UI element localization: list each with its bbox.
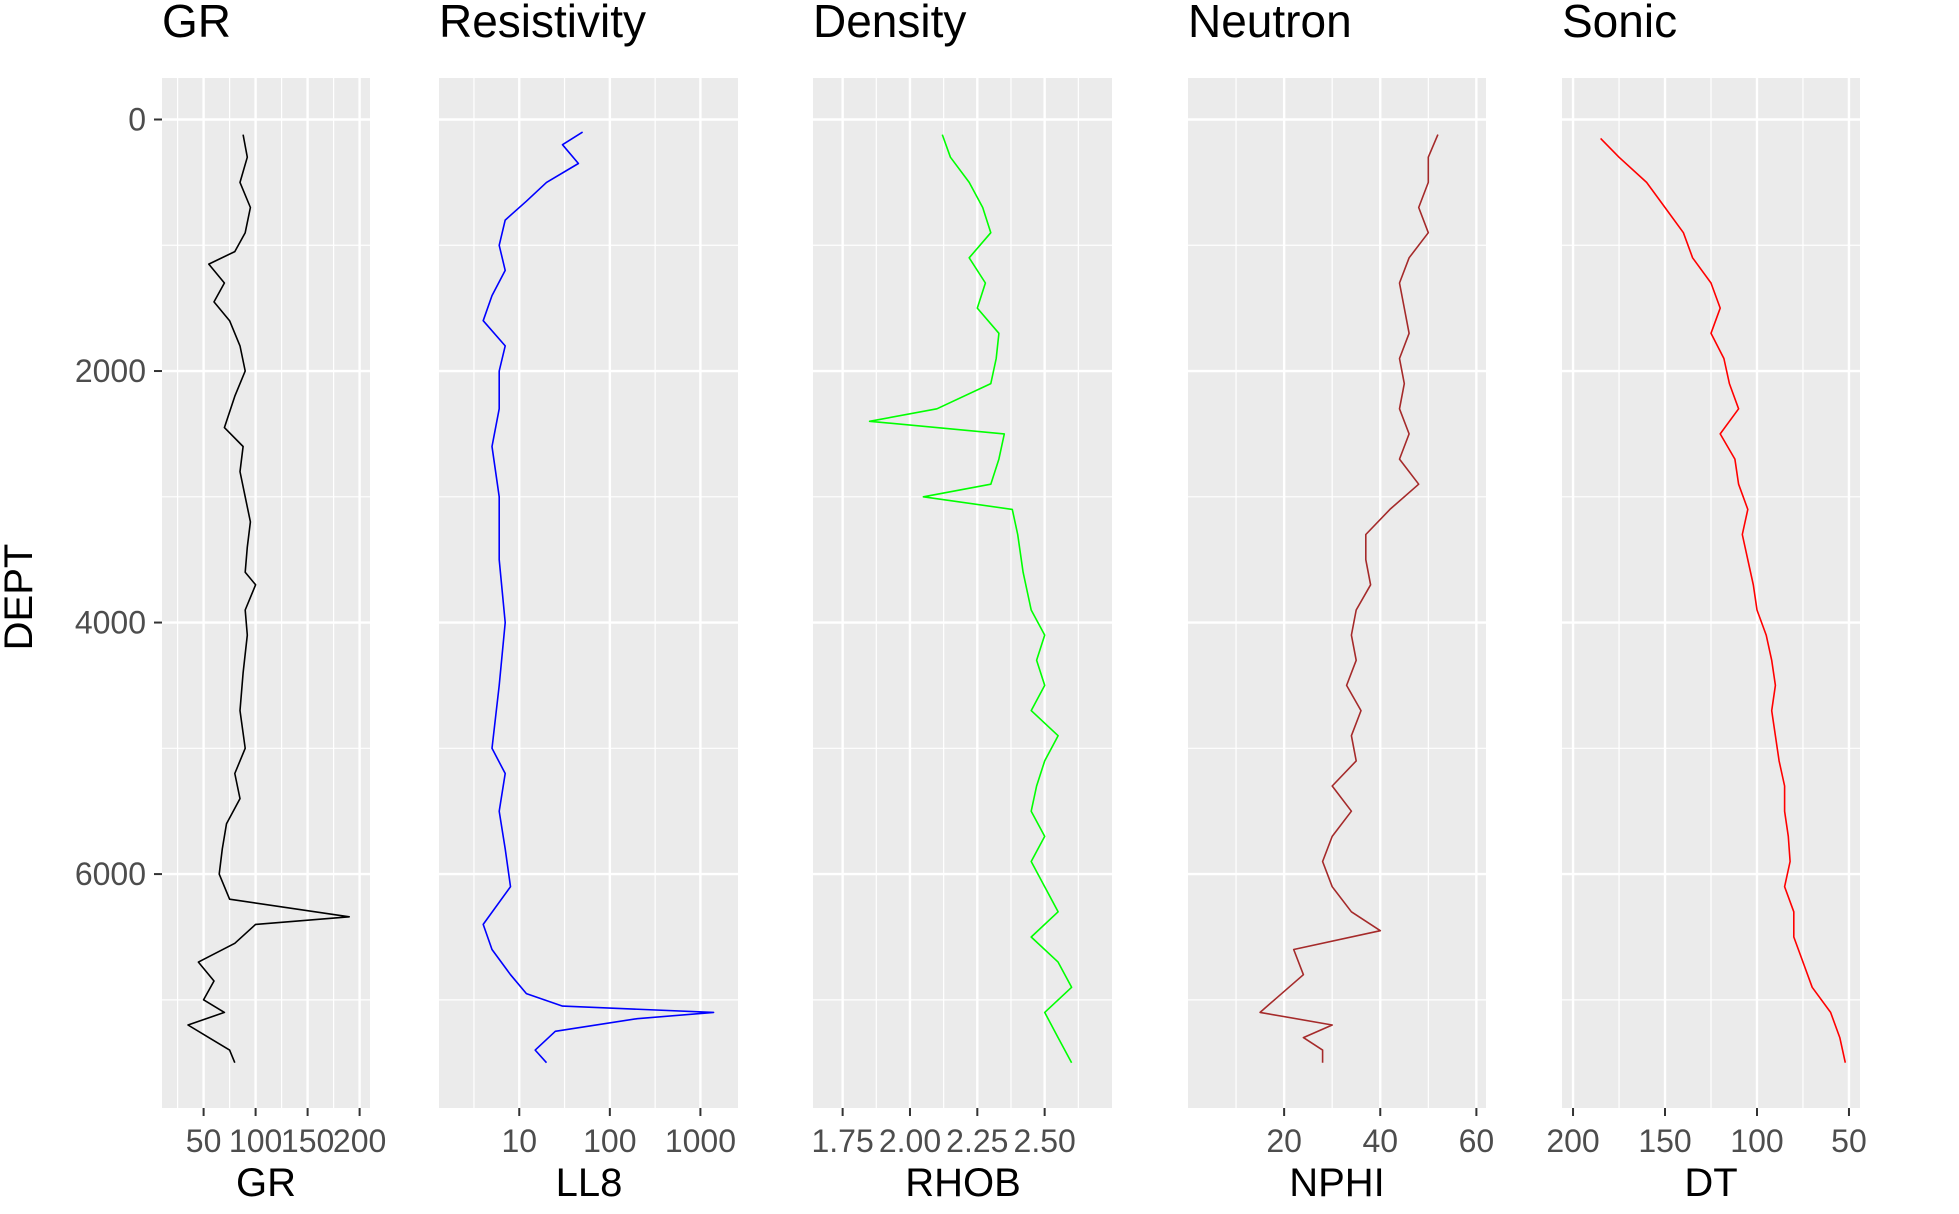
panel-rhob-title: Density [813, 0, 966, 47]
panel-res-title: Resistivity [439, 0, 646, 47]
panel-dt-x-tick-label: 50 [1831, 1123, 1867, 1159]
y-tick-label: 2000 [75, 353, 146, 389]
panel-rhob-x-axis-title: RHOB [905, 1161, 1021, 1205]
panel-dt-title: Sonic [1562, 0, 1677, 47]
panel-nphi: Neutron NPHI 20 40 60 [1188, 0, 1494, 1205]
panel-gr-x-tick-label: 50 [186, 1123, 222, 1159]
panel-gr-x-tick-label: 100 [229, 1123, 282, 1159]
panel-dt-x-axis-title: DT [1684, 1161, 1737, 1205]
panel-gr-background [162, 78, 370, 1108]
y-tick-label: 0 [128, 102, 146, 138]
panel-dt-series-line [1600, 137, 1847, 1063]
panel-rhob-x-tick-label: 2.25 [946, 1123, 1008, 1159]
panel-dt-x-tick-label: 100 [1730, 1123, 1783, 1159]
panel-res-x-tick-label: 1000 [665, 1123, 736, 1159]
y-axis: 0 2000 4000 6000 [75, 102, 162, 892]
panel-dt: Sonic DT 200 150 100 50 [1546, 0, 1866, 1205]
panel-gr-x-axis-title: GR [236, 1161, 296, 1205]
panel-nphi-x-tick-label: 60 [1459, 1123, 1495, 1159]
panel-rhob: Density RHOB 1.75 2.00 2.25 2.50 [811, 0, 1112, 1205]
panel-rhob-x-tick-label: 2.50 [1014, 1123, 1076, 1159]
panel-rhob-series-line [868, 134, 1073, 1064]
panel-rhob-background [813, 78, 1112, 1108]
panel-nphi-background [1188, 78, 1486, 1108]
panel-nphi-x-tick-label: 20 [1266, 1123, 1302, 1159]
panel-nphi-x-axis-title: NPHI [1289, 1161, 1385, 1205]
panel-gr-x-tick-label: 150 [281, 1123, 334, 1159]
panel-nphi-title: Neutron [1188, 0, 1352, 47]
panel-res-series-line [482, 131, 715, 1064]
panel-dt-x-tick-label: 200 [1546, 1123, 1599, 1159]
y-tick-label: 6000 [75, 856, 146, 892]
y-tick-label: 4000 [75, 605, 146, 641]
panel-res-x-tick-label: 10 [501, 1123, 537, 1159]
panel-nphi-x-tick-label: 40 [1362, 1123, 1398, 1159]
y-axis-title: DEPT [0, 544, 41, 651]
panel-gr-series-line [187, 134, 351, 1064]
panel-nphi-series-line [1259, 134, 1439, 1063]
panel-res: Resistivity LL8 10 100 1000 [439, 0, 738, 1205]
panel-rhob-x-tick-label: 1.75 [811, 1123, 873, 1159]
panel-gr-title: GR [162, 0, 231, 47]
panel-res-x-tick-label: 100 [583, 1123, 636, 1159]
panel-res-x-axis-title: LL8 [556, 1161, 623, 1205]
panel-rhob-x-tick-label: 2.00 [879, 1123, 941, 1159]
panel-gr-x-tick-label: 200 [333, 1123, 386, 1159]
panel-dt-x-tick-label: 150 [1638, 1123, 1691, 1159]
panel-res-background [439, 78, 738, 1108]
